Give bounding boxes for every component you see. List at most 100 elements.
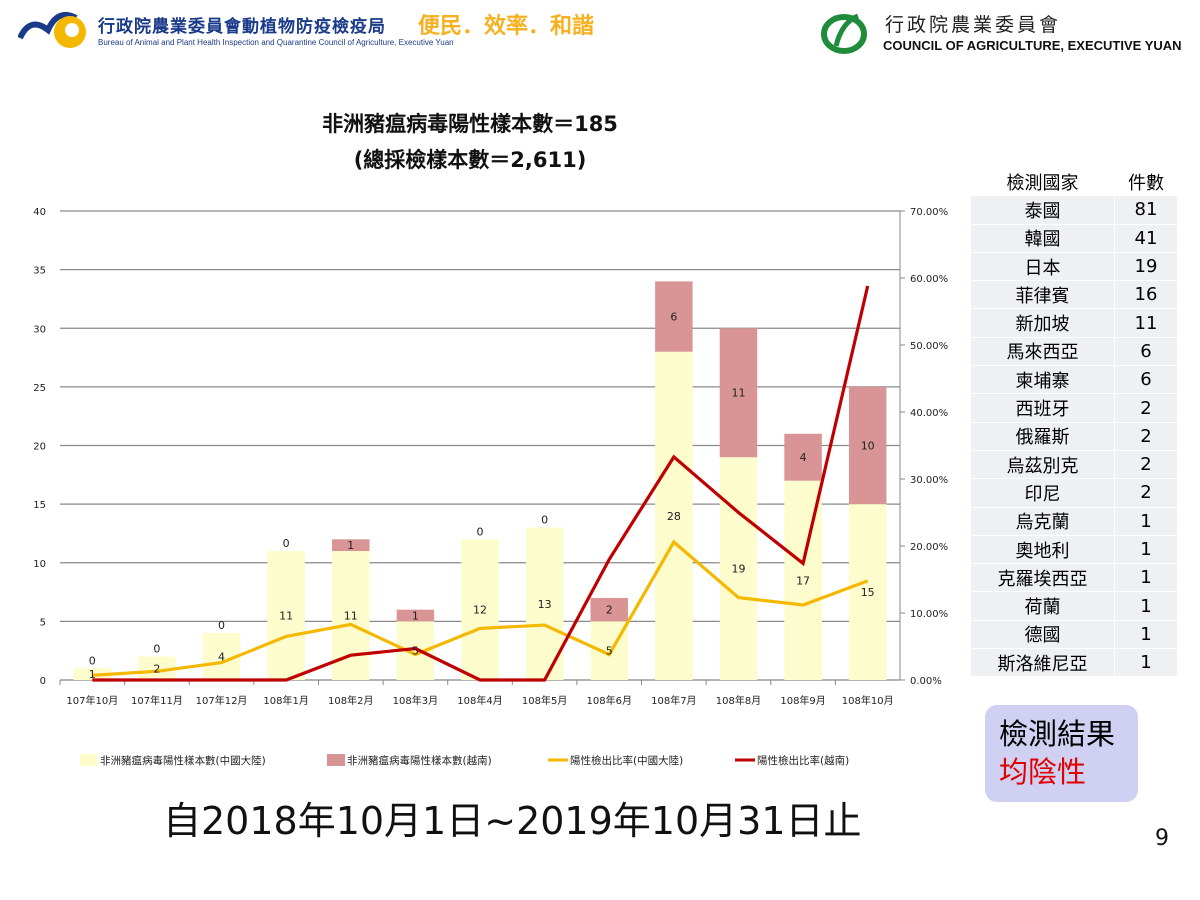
- chart-title-block: 非洲豬瘟病毒陽性樣本數＝185 (總採檢樣本數＝2,611): [270, 106, 670, 178]
- chart: 05101520253035400.00%10.00%20.00%30.00%4…: [33, 207, 948, 767]
- x-tick-label: 108年7月: [651, 694, 696, 707]
- data-label-vietnam: 11: [731, 387, 745, 400]
- x-tick-label: 108年6月: [587, 694, 632, 707]
- baphiq-logo: [18, 12, 86, 48]
- result-label: 檢測結果: [999, 717, 1116, 751]
- table-row: 日本 19: [970, 251, 1178, 282]
- table-row: 德國 1: [970, 619, 1178, 650]
- table-row: 泰國 81: [970, 195, 1178, 225]
- data-label-vietnam: 0: [477, 525, 484, 538]
- data-label-china: 4: [218, 651, 225, 664]
- country-cell: 菲律賓: [970, 280, 1115, 310]
- count-cell: 2: [1114, 478, 1178, 508]
- result-value: 均陰性: [999, 755, 1087, 789]
- data-label-vietnam: 4: [800, 451, 807, 464]
- count-cell: 11: [1114, 308, 1178, 338]
- x-tick-label: 108年4月: [457, 694, 502, 707]
- bar-china: [848, 504, 887, 680]
- bar-vietnam: [655, 281, 693, 352]
- data-label-vietnam: 1: [347, 539, 354, 552]
- count-cell: 16: [1114, 280, 1178, 310]
- chart-subtitle: (總採檢樣本數＝2,611): [353, 148, 587, 172]
- data-label-vietnam: 0: [89, 654, 96, 667]
- table-row: 克羅埃西亞 1: [970, 563, 1178, 593]
- table-row: 烏克蘭 1: [970, 506, 1178, 536]
- table-header-row: 檢測國家 件數: [970, 166, 1178, 197]
- data-label-vietnam: 0: [541, 514, 548, 527]
- country-cell: 克羅埃西亞: [970, 563, 1115, 593]
- coa-logo: [821, 13, 867, 54]
- left-tick-label: 20: [33, 442, 46, 453]
- bar-vietnam: [719, 328, 758, 458]
- bar-china: [655, 351, 693, 680]
- country-cell: 斯洛維尼亞: [970, 648, 1115, 678]
- data-label-china: 17: [796, 574, 810, 587]
- date-range: 自2018年10月1日~2019年10月31日止: [163, 799, 862, 843]
- legend-label: 非洲豬瘟病毒陽性樣本數(越南): [347, 754, 492, 767]
- result-box: 檢測結果 均陰性: [985, 705, 1138, 802]
- country-cell: 西班牙: [970, 393, 1115, 423]
- x-tick-label: 108年1月: [263, 694, 308, 707]
- bar-vietnam: [848, 386, 887, 505]
- data-label-china: 2: [153, 662, 160, 675]
- table-row: 奧地利 1: [970, 534, 1178, 565]
- data-label-vietnam: 6: [670, 311, 677, 324]
- data-label-vietnam: 0: [283, 537, 290, 550]
- x-tick-label: 107年12月: [196, 694, 248, 707]
- right-tick-label: 0.00%: [910, 676, 942, 687]
- x-tick-label: 107年11月: [131, 694, 183, 707]
- right-tick-label: 10.00%: [910, 609, 948, 620]
- x-tick-label: 108年2月: [328, 694, 373, 707]
- country-cell: 烏克蘭: [970, 506, 1115, 536]
- data-label-china: 5: [606, 645, 613, 658]
- bar-vietnam: [590, 597, 628, 622]
- data-label-china: 5: [412, 645, 419, 658]
- left-tick-label: 15: [33, 500, 46, 511]
- count-cell: 1: [1114, 534, 1178, 565]
- count-cell: 41: [1114, 223, 1178, 253]
- right-tick-label: 60.00%: [910, 274, 948, 285]
- data-label-vietnam: 0: [153, 643, 160, 656]
- bar-vietnam: [332, 539, 370, 552]
- bar-china: [138, 656, 176, 680]
- count-cell: 81: [1114, 195, 1178, 225]
- header-count: 件數: [1114, 166, 1178, 197]
- count-cell: 2: [1114, 449, 1178, 480]
- page-number: 9: [1155, 826, 1169, 851]
- country-cell: 印尼: [970, 478, 1115, 508]
- right-tick-label: 40.00%: [910, 408, 948, 419]
- x-tick-label: 108年5月: [522, 694, 567, 707]
- data-label-vietnam: 10: [861, 440, 875, 453]
- right-tick-label: 70.00%: [910, 207, 948, 218]
- header-country: 檢測國家: [970, 166, 1115, 197]
- table-row: 菲律賓 16: [970, 280, 1178, 310]
- count-cell: 19: [1114, 251, 1178, 282]
- count-cell: 6: [1114, 365, 1178, 395]
- bar-vietnam: [784, 433, 822, 481]
- data-label-china: 19: [731, 563, 745, 576]
- left-tick-label: 10: [33, 559, 46, 570]
- right-tick-label: 30.00%: [910, 475, 948, 486]
- bar-vietnam: [396, 609, 435, 622]
- country-cell: 新加坡: [970, 308, 1115, 338]
- data-label-vietnam: 2: [606, 604, 613, 617]
- right-org-name: 行政院農業委員會: [885, 14, 1062, 36]
- left-org-name: 行政院農業委員會動植物防疫檢疫局: [98, 17, 386, 37]
- left-tick-label: 0: [40, 676, 46, 687]
- country-cell: 韓國: [970, 223, 1115, 253]
- left-org-english: Bureau of Animal and Plant Health Inspec…: [98, 38, 454, 47]
- left-tick-label: 30: [33, 324, 46, 335]
- data-label-china: 1: [89, 668, 96, 681]
- data-label-china: 11: [279, 610, 293, 623]
- count-cell: 2: [1114, 421, 1178, 451]
- count-cell: 1: [1114, 591, 1178, 621]
- count-cell: 1: [1114, 648, 1178, 678]
- count-cell: 2: [1114, 393, 1178, 423]
- count-cell: 1: [1114, 619, 1178, 650]
- table-row: 馬來西亞 6: [970, 336, 1178, 367]
- table-row: 韓國 41: [970, 223, 1178, 253]
- table-row: 新加坡 11: [970, 308, 1178, 338]
- x-tick-label: 108年3月: [393, 694, 438, 707]
- table-row: 荷蘭 1: [970, 591, 1178, 621]
- country-cell: 泰國: [970, 195, 1115, 225]
